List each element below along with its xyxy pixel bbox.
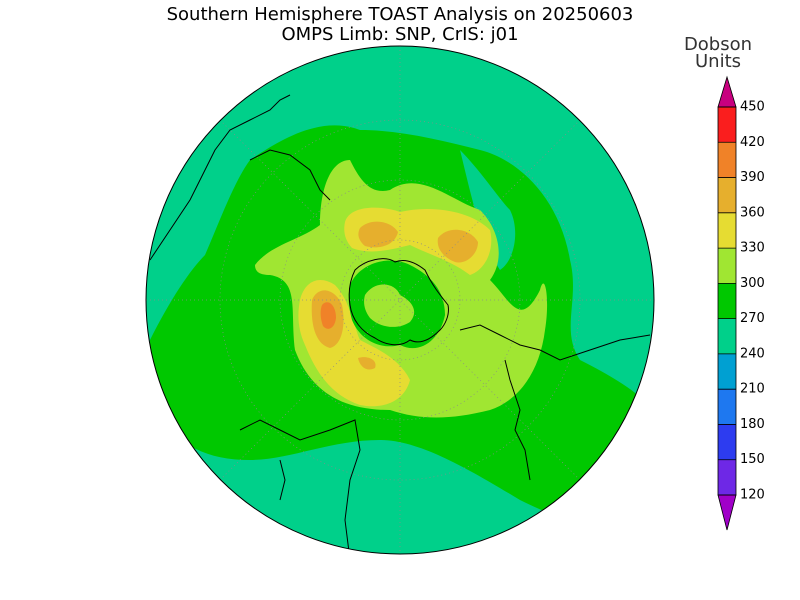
colorbar-tick-label: 360 [740,205,765,220]
subtitle: OMPS Limb: SNP, CrIS: j01 [281,24,518,45]
colorbar: Dobson Units 120 150 180 210 240 270 300 330 360… [684,34,765,531]
colorbar-segment [718,177,736,213]
colorbar-segment [718,318,736,354]
antarctica-coast [348,258,449,346]
colorbar-over [717,75,737,108]
title: Southern Hemisphere TOAST Analysis on 20… [167,4,634,25]
latitude-circle [219,119,581,481]
colorbar-segment [718,142,736,178]
colorbar-segment [718,424,736,460]
dark-orange-patch [320,302,336,329]
orange-patch-1 [358,221,398,248]
latitude-circle [279,179,521,421]
polar-map [145,45,655,555]
colorbar-tick-label: 180 [740,417,765,432]
colorbar-under [717,494,737,531]
colorbar-tick-label: 330 [740,241,765,256]
colorbar-tick-label: 240 [740,346,765,361]
colorbar-tick-label: 150 [740,452,765,467]
colorbar-segment [718,212,736,249]
colorbar-segment [718,353,736,390]
australia-coast [459,324,651,481]
colorbar-tick-label: 120 [740,488,765,503]
orange-patch-4 [358,357,376,370]
antarctic-yellow-green [364,284,415,327]
colorbar-label: Units [695,51,741,72]
colorbar-tick-label: 390 [740,170,765,185]
colorbar-tick-label: 450 [740,100,765,115]
colorbar-segment [718,389,736,425]
africa-coast [239,419,361,554]
colorbar-tick-label: 210 [740,382,765,397]
green-notch [460,150,516,270]
colorbar-tick-label: 300 [740,276,765,291]
south-america-coast [149,94,331,261]
colorbar-segment [718,107,736,143]
colorbar-segment [718,459,736,495]
map-border [145,45,655,555]
orange-patch-2 [437,229,478,263]
colorbar-segment [718,248,736,284]
latitude-circle [339,239,461,361]
colorbar-tick-label: 420 [740,135,765,150]
colorbar-tick-label: 270 [740,311,765,326]
colorbar-label: Dobson [684,34,752,55]
colorbar-segment [718,283,736,319]
